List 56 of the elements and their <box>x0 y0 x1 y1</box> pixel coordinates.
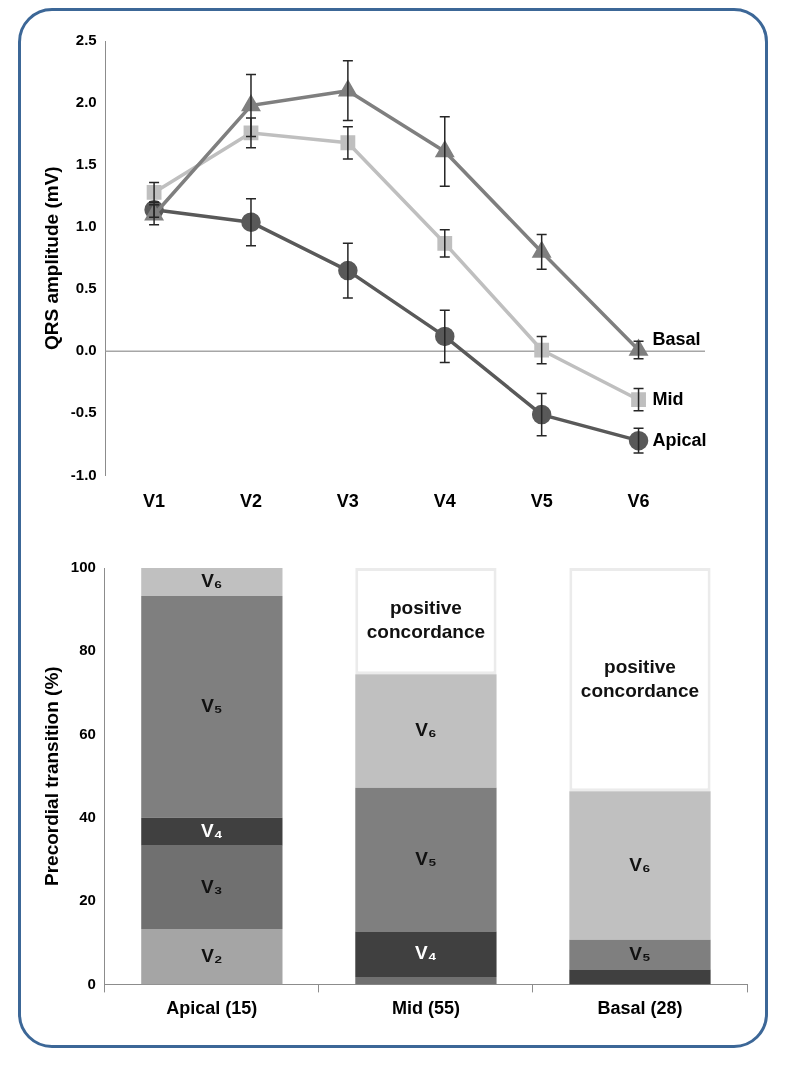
x-tick-label: V1 <box>143 491 166 512</box>
x-tick-label: V3 <box>336 491 359 512</box>
x-tick-label: V4 <box>433 491 456 512</box>
x-tick-label: V2 <box>239 491 262 512</box>
text: V₅ <box>201 695 223 717</box>
y-tick-label: 20 <box>79 891 96 909</box>
series-label: V₄ <box>200 820 223 842</box>
x-tick-label: Basal (28) <box>597 998 683 1019</box>
bar <box>569 969 711 985</box>
y-tick-label: 0.0 <box>75 341 97 359</box>
series-label: V₂ <box>201 944 223 966</box>
y-tick-label: 60 <box>79 724 96 742</box>
series-label: positive concordance <box>366 597 486 643</box>
x-tick-label: Mid (55) <box>391 998 460 1019</box>
point <box>531 404 552 425</box>
y-tick-label: 2.5 <box>75 31 97 49</box>
y-tick-label: -0.5 <box>70 403 97 421</box>
x-tick-label: V5 <box>530 491 553 512</box>
y-axis-title: QRS amplitude (mV) <box>40 166 62 351</box>
bar <box>569 791 711 940</box>
bar <box>141 595 283 818</box>
y-axis-title: Precordial transition (%) <box>40 666 62 886</box>
point <box>631 392 646 408</box>
bar <box>141 845 283 930</box>
y-tick-label: 0 <box>87 974 96 992</box>
text: V₆ <box>629 853 651 875</box>
point <box>534 342 550 358</box>
text: positive concordance <box>580 655 700 701</box>
y-tick-label: 1.0 <box>75 217 97 235</box>
bar <box>355 787 497 932</box>
series-label: Mid <box>652 388 684 409</box>
y-tick-label: 2.0 <box>75 93 97 111</box>
series-label: Apical <box>652 429 707 450</box>
bar <box>355 931 497 977</box>
y-tick-label: 40 <box>79 807 96 825</box>
x-tick-label: V6 <box>627 491 650 512</box>
bar <box>141 568 283 596</box>
bar <box>355 674 497 788</box>
text: V₅ <box>415 847 437 869</box>
bar <box>141 817 283 846</box>
series-label: V₅ <box>629 942 651 964</box>
x-tick-label: Apical (15) <box>166 998 258 1019</box>
series-label: V₆ <box>201 570 223 592</box>
text: V₆ <box>415 719 437 741</box>
bar <box>355 976 497 985</box>
y-tick-label: 80 <box>79 641 96 659</box>
point <box>628 430 649 451</box>
y-tick-label: 0.5 <box>75 279 97 297</box>
series-label: Basal <box>652 329 701 350</box>
y-tick-label: 1.5 <box>75 155 97 173</box>
series-label: V₃ <box>201 875 223 897</box>
y-tick-label: 100 <box>70 558 96 576</box>
y-tick-label: -1.0 <box>70 465 97 483</box>
bar <box>141 929 283 985</box>
text: V₄ <box>415 942 437 964</box>
bar <box>569 939 711 970</box>
